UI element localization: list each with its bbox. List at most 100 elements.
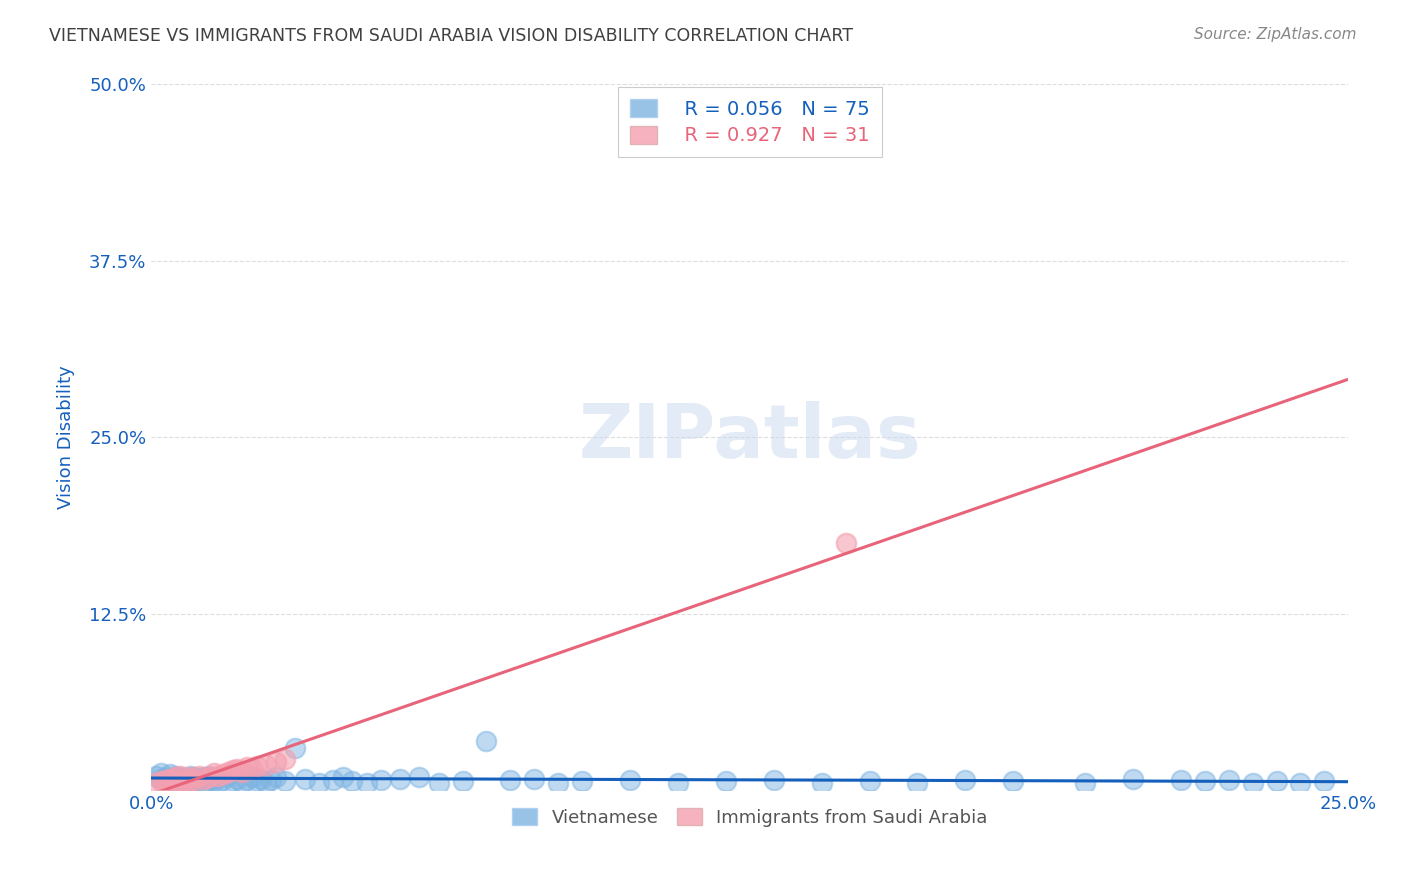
Point: [183, 772, 205, 787]
Point: [188, 774, 211, 789]
Point: [155, 770, 177, 784]
Text: VIETNAMESE VS IMMIGRANTS FROM SAUDI ARABIA VISION DISABILITY CORRELATION CHART: VIETNAMESE VS IMMIGRANTS FROM SAUDI ARAB…: [49, 27, 853, 45]
Point: [222, 774, 245, 789]
Point: [356, 776, 378, 790]
Point: [145, 769, 167, 783]
Legend: Vietnamese, Immigrants from Saudi Arabia: Vietnamese, Immigrants from Saudi Arabia: [505, 800, 995, 834]
Point: [202, 772, 225, 786]
Point: [547, 776, 569, 790]
Point: [408, 770, 430, 784]
Point: [240, 770, 263, 784]
Point: [179, 769, 201, 783]
Point: [571, 774, 593, 789]
Point: [1289, 776, 1312, 790]
Point: [202, 766, 225, 780]
Point: [284, 740, 307, 755]
Point: [231, 776, 253, 790]
Point: [1265, 774, 1288, 789]
Point: [173, 772, 195, 786]
Point: [246, 759, 269, 773]
Point: [231, 764, 253, 779]
Point: [427, 776, 450, 790]
Point: [250, 772, 273, 786]
Point: [226, 772, 249, 786]
Point: [193, 776, 215, 790]
Point: [169, 770, 191, 784]
Point: [173, 772, 195, 787]
Point: [159, 767, 181, 781]
Point: [499, 772, 522, 787]
Point: [810, 776, 832, 790]
Point: [370, 772, 392, 787]
Point: [226, 762, 249, 776]
Point: [274, 774, 297, 789]
Point: [260, 772, 283, 787]
Point: [155, 777, 177, 791]
Point: [858, 774, 880, 789]
Point: [714, 774, 737, 789]
Point: [246, 774, 269, 789]
Point: [169, 772, 191, 787]
Point: [183, 772, 205, 787]
Point: [236, 772, 259, 787]
Point: [217, 764, 239, 779]
Point: [155, 774, 177, 789]
Point: [207, 769, 229, 783]
Point: [834, 536, 856, 550]
Point: [907, 776, 929, 790]
Point: [254, 757, 277, 772]
Point: [207, 776, 229, 790]
Point: [389, 772, 412, 786]
Point: [1074, 776, 1097, 790]
Point: [264, 770, 287, 784]
Point: [308, 776, 330, 790]
Point: [264, 755, 287, 769]
Point: [332, 770, 354, 784]
Point: [1002, 774, 1025, 789]
Point: [188, 769, 211, 783]
Point: [451, 774, 474, 789]
Point: [169, 774, 191, 789]
Point: [236, 760, 259, 774]
Point: [165, 770, 187, 784]
Point: [1218, 772, 1240, 787]
Point: [165, 769, 187, 783]
Point: [179, 770, 201, 784]
Text: Source: ZipAtlas.com: Source: ZipAtlas.com: [1194, 27, 1357, 42]
Point: [619, 772, 641, 787]
Point: [155, 772, 177, 787]
Point: [1170, 772, 1192, 787]
Point: [159, 772, 181, 787]
Point: [955, 772, 977, 787]
Point: [1194, 774, 1216, 789]
Point: [207, 770, 229, 784]
Point: [1241, 776, 1264, 790]
Point: [1313, 774, 1336, 789]
Point: [173, 772, 195, 786]
Point: [1122, 772, 1144, 786]
Point: [193, 770, 215, 784]
Point: [145, 776, 167, 790]
Point: [149, 766, 172, 780]
Point: [193, 772, 215, 786]
Point: [254, 776, 277, 790]
Point: [322, 772, 344, 787]
Point: [179, 774, 201, 789]
Point: [217, 769, 239, 783]
Point: [240, 762, 263, 776]
Point: [342, 774, 364, 789]
Point: [523, 772, 546, 786]
Point: [197, 772, 219, 787]
Point: [183, 770, 205, 784]
Point: [212, 767, 235, 781]
Point: [188, 772, 211, 786]
Point: [212, 772, 235, 787]
Point: [222, 763, 245, 777]
Point: [165, 772, 187, 786]
Point: [762, 772, 785, 787]
Point: [294, 772, 316, 786]
Point: [197, 769, 219, 783]
Point: [475, 733, 498, 747]
Point: [179, 776, 201, 790]
Y-axis label: Vision Disability: Vision Disability: [58, 366, 75, 509]
